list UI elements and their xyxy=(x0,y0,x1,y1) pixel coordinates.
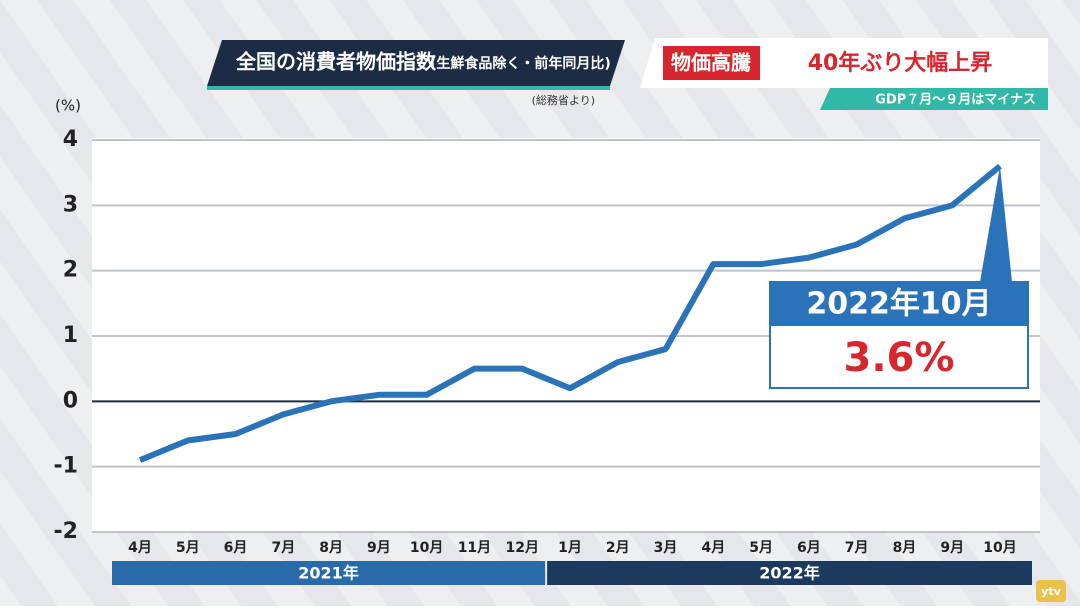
x-tick-label: 12月 xyxy=(505,540,538,556)
x-tick-label: 3月 xyxy=(654,540,678,556)
x-tick-label: 9月 xyxy=(367,540,391,556)
y-tick-label: 0 xyxy=(63,388,78,413)
x-tick-label: 5月 xyxy=(176,540,200,556)
subheadline: GDP７月～９月はマイナス xyxy=(875,93,1036,108)
callout-header xyxy=(770,282,1028,326)
x-tick-label: 7月 xyxy=(271,540,295,556)
title-band xyxy=(207,40,625,86)
x-tick-label: 11月 xyxy=(458,540,491,556)
y-tick-label: 4 xyxy=(63,127,78,152)
y-tick-label: -2 xyxy=(54,519,78,544)
x-tick-label: 6月 xyxy=(797,540,821,556)
headline: 40年ぶり大幅上昇 xyxy=(808,50,993,76)
x-tick-label: 10月 xyxy=(983,540,1016,556)
callout-pointer xyxy=(980,166,1012,282)
x-tick-label: 8月 xyxy=(893,540,917,556)
subheadline-band xyxy=(820,88,1048,110)
title-underline xyxy=(207,86,610,90)
year-label: 2021年 xyxy=(298,564,359,583)
year-band xyxy=(547,561,1032,585)
year-band xyxy=(112,561,546,585)
x-tick-label: 4月 xyxy=(701,540,725,556)
value-label: 3.6% xyxy=(844,335,955,381)
callout-title: 2022年10月 xyxy=(806,287,991,322)
x-tick-label: 9月 xyxy=(940,540,964,556)
x-tick-label: 1月 xyxy=(558,540,582,556)
x-tick-label: 4月 xyxy=(128,540,152,556)
data-line xyxy=(138,163,1002,463)
y-tick-label: 1 xyxy=(63,323,78,348)
x-tick-label: 8月 xyxy=(319,540,343,556)
x-tick-label: 7月 xyxy=(845,540,869,556)
x-tick-label: 10月 xyxy=(410,540,443,556)
title: 全国の消費者物価指数 xyxy=(235,50,437,74)
y-axis-label: (%) xyxy=(55,97,81,115)
x-tick-label: 5月 xyxy=(749,540,773,556)
y-tick-label: 3 xyxy=(63,192,78,217)
x-tick-label: 6月 xyxy=(224,540,248,556)
subtitle: (生鮮食品除く・前年同月比) xyxy=(430,55,611,72)
x-tick-label: 2月 xyxy=(606,540,630,556)
y-tick-label: -1 xyxy=(54,454,78,479)
source: (総務省より) xyxy=(532,93,595,107)
tag: 物価高騰 xyxy=(671,51,752,75)
logo-box xyxy=(1036,580,1066,602)
logo: ytv xyxy=(1041,585,1061,598)
tag-box xyxy=(663,46,760,80)
year-label: 2022年 xyxy=(759,564,820,583)
y-tick-label: 2 xyxy=(63,258,78,283)
